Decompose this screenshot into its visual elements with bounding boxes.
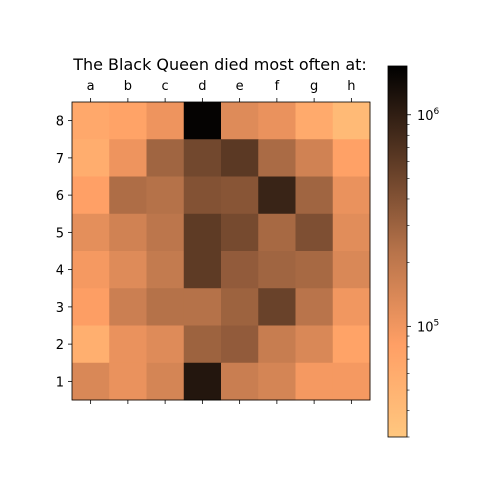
cell-a2 <box>72 325 110 364</box>
colorbar-tick-label: 106 <box>417 107 440 124</box>
x-tick-label: g <box>310 79 318 94</box>
cell-a8 <box>72 102 110 140</box>
cell-a4 <box>72 251 110 289</box>
cell-a5 <box>72 213 110 252</box>
cell-a3 <box>72 288 110 326</box>
cell-g4 <box>295 251 334 289</box>
y-tick-label: 4 <box>56 264 64 279</box>
cell-f4 <box>258 251 296 289</box>
cell-e8 <box>221 102 259 140</box>
cell-g1 <box>295 362 334 401</box>
y-tick-label: 7 <box>56 152 64 167</box>
colorbar <box>388 66 407 437</box>
cell-e6 <box>221 176 259 215</box>
cell-f2 <box>258 325 296 364</box>
x-tick-label: f <box>275 79 280 94</box>
x-axis-ticks: a b c d e f g h <box>87 79 356 404</box>
cell-b1 <box>109 362 147 401</box>
cell-b5 <box>109 213 147 252</box>
x-tick-label: e <box>236 79 244 94</box>
y-axis-ticks: 8 7 6 5 4 3 2 1 <box>56 115 72 390</box>
cell-e4 <box>221 251 259 289</box>
cell-g3 <box>295 288 334 326</box>
cell-b6 <box>109 176 147 215</box>
cell-g7 <box>295 139 334 177</box>
cell-c7 <box>146 139 185 177</box>
x-tick-label: b <box>124 79 132 94</box>
cell-f7 <box>258 139 296 177</box>
cell-b7 <box>109 139 147 177</box>
y-tick-label: 6 <box>56 189 64 204</box>
cell-b8 <box>109 102 147 140</box>
cell-d1 <box>183 362 222 401</box>
cell-b3 <box>109 288 147 326</box>
y-tick-label: 1 <box>56 375 64 390</box>
cell-e5 <box>221 213 259 252</box>
cell-d6 <box>183 176 222 215</box>
cell-e3 <box>221 288 259 326</box>
cell-c6 <box>146 176 185 215</box>
cell-a1 <box>72 362 110 401</box>
y-tick-label: 8 <box>56 115 64 130</box>
cell-f5 <box>258 213 296 252</box>
cell-d2 <box>183 325 222 364</box>
cell-f6 <box>258 176 296 215</box>
cell-d8 <box>183 102 222 140</box>
cell-g5 <box>295 213 334 252</box>
cell-h8 <box>332 102 371 140</box>
cell-c5 <box>146 213 185 252</box>
cell-c8 <box>146 102 185 140</box>
y-tick-label: 5 <box>56 226 64 241</box>
cell-c4 <box>146 251 185 289</box>
cell-d5 <box>183 213 222 252</box>
cell-c3 <box>146 288 185 326</box>
cell-f1 <box>258 362 296 401</box>
cell-d7 <box>183 139 222 177</box>
cell-b2 <box>109 325 147 364</box>
cell-g2 <box>295 325 334 364</box>
cell-b4 <box>109 251 147 289</box>
cell-h3 <box>332 288 371 326</box>
chart-title: The Black Queen died most often at: <box>72 55 367 74</box>
cell-h4 <box>332 251 371 289</box>
y-tick-label: 2 <box>56 338 64 353</box>
cell-d4 <box>183 251 222 289</box>
cell-f3 <box>258 288 296 326</box>
x-tick-label: a <box>87 79 95 94</box>
cell-g6 <box>295 176 334 215</box>
cell-c1 <box>146 362 185 401</box>
cell-h2 <box>332 325 371 364</box>
cell-d3 <box>183 288 222 326</box>
y-tick-label: 3 <box>56 301 64 316</box>
cell-a6 <box>72 176 110 215</box>
x-tick-label: d <box>198 79 206 94</box>
plot-frame <box>71 101 371 401</box>
cell-h5 <box>332 213 371 252</box>
heatmap-cells <box>72 102 371 401</box>
x-tick-label: h <box>347 79 355 94</box>
x-tick-label: c <box>162 79 169 94</box>
colorbar-tick-label: 105 <box>417 318 439 335</box>
cell-e7 <box>221 139 259 177</box>
colorbar-frame <box>387 65 408 438</box>
cell-e1 <box>221 362 259 401</box>
cell-h6 <box>332 176 371 215</box>
cell-g8 <box>295 102 334 140</box>
cell-h7 <box>332 139 371 177</box>
cell-c2 <box>146 325 185 364</box>
cell-e2 <box>221 325 259 364</box>
cell-h1 <box>332 362 371 401</box>
cell-f8 <box>258 102 296 140</box>
colorbar-ticks: 106 105 <box>407 107 440 438</box>
cell-a7 <box>72 139 110 177</box>
